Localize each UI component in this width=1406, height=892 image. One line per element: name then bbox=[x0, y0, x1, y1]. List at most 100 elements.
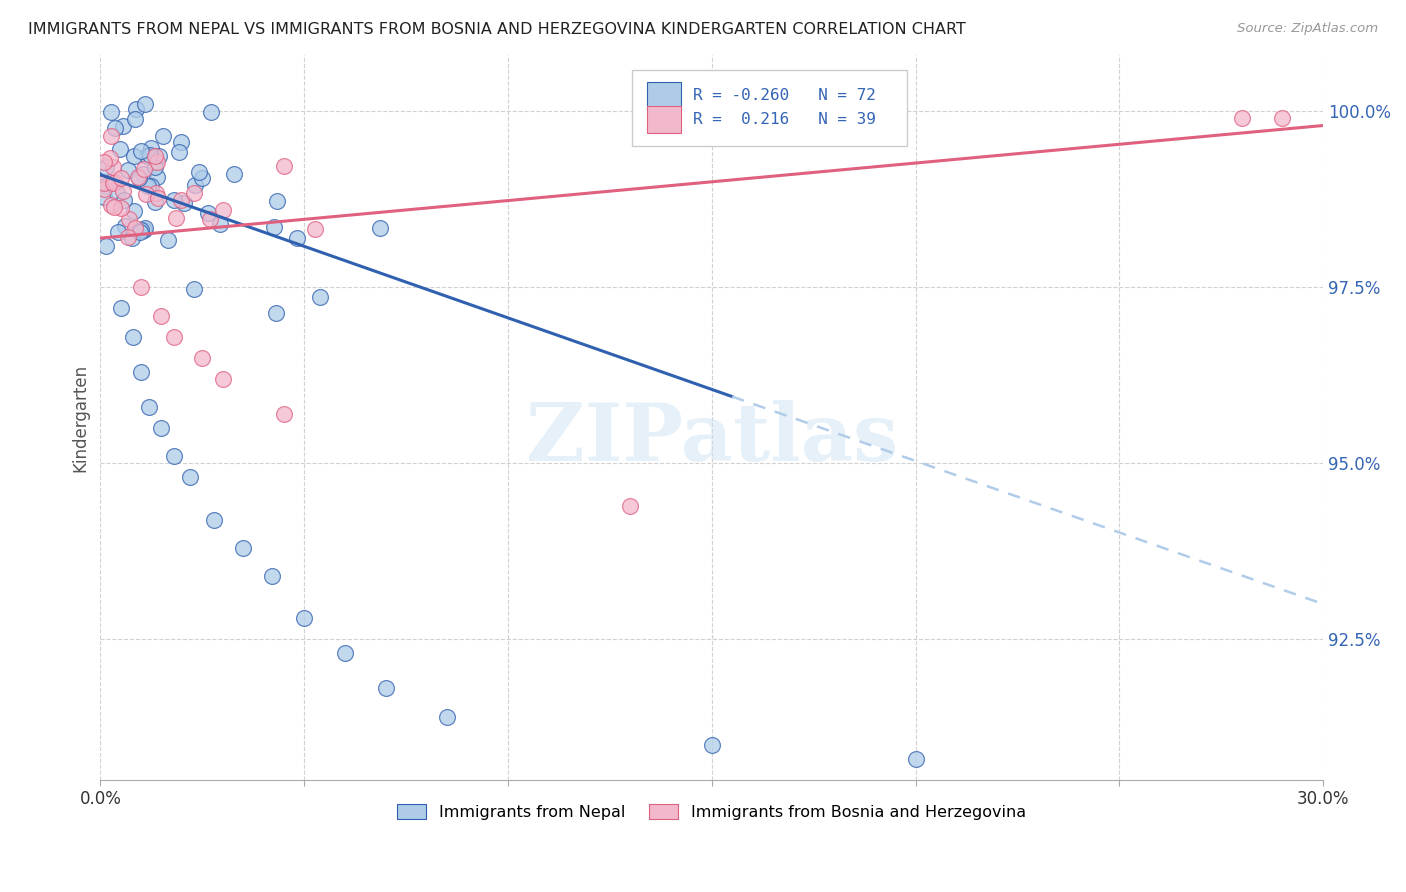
Point bbox=[163, 329, 186, 343]
Point bbox=[124, 102, 146, 116]
Point bbox=[304, 222, 326, 236]
Point bbox=[1230, 112, 1253, 126]
Point bbox=[143, 161, 166, 175]
Point bbox=[173, 196, 195, 211]
Point bbox=[179, 470, 201, 484]
Point bbox=[211, 372, 233, 386]
Point bbox=[114, 219, 136, 233]
Point bbox=[122, 203, 145, 218]
Point bbox=[134, 161, 156, 176]
Point bbox=[619, 499, 641, 513]
Point bbox=[145, 186, 167, 201]
Point bbox=[165, 211, 187, 225]
Point bbox=[100, 198, 122, 212]
Point bbox=[98, 152, 121, 166]
Point bbox=[112, 119, 135, 133]
Point bbox=[110, 201, 132, 215]
Point bbox=[145, 154, 167, 169]
Point bbox=[188, 165, 211, 179]
Point bbox=[129, 144, 152, 158]
Point bbox=[285, 231, 308, 245]
Point bbox=[208, 217, 231, 231]
Point bbox=[94, 239, 117, 253]
Legend: Immigrants from Nepal, Immigrants from Bosnia and Herzegovina: Immigrants from Nepal, Immigrants from B… bbox=[391, 798, 1032, 826]
Point bbox=[134, 220, 156, 235]
Point bbox=[374, 681, 396, 696]
Point bbox=[292, 611, 315, 625]
Point bbox=[101, 176, 124, 190]
Point bbox=[129, 223, 152, 237]
Point bbox=[700, 738, 723, 752]
Point bbox=[93, 155, 115, 169]
Text: Source: ZipAtlas.com: Source: ZipAtlas.com bbox=[1237, 22, 1378, 36]
Point bbox=[129, 365, 152, 379]
Point bbox=[904, 752, 927, 766]
Point bbox=[148, 149, 170, 163]
Point bbox=[94, 179, 117, 194]
Point bbox=[108, 142, 131, 156]
Text: R = -0.260   N = 72: R = -0.260 N = 72 bbox=[693, 88, 876, 103]
Point bbox=[100, 128, 122, 143]
Point bbox=[150, 421, 173, 435]
Point bbox=[110, 170, 132, 185]
Point bbox=[100, 104, 122, 119]
Point bbox=[103, 200, 125, 214]
Point bbox=[232, 541, 254, 555]
Point bbox=[183, 178, 205, 192]
Point bbox=[436, 709, 458, 723]
Point bbox=[104, 121, 127, 136]
Point bbox=[191, 351, 214, 365]
Point bbox=[200, 105, 222, 120]
Point bbox=[183, 186, 205, 201]
Point bbox=[370, 221, 392, 235]
Point bbox=[93, 190, 115, 204]
Point bbox=[107, 225, 129, 239]
Text: IMMIGRANTS FROM NEPAL VS IMMIGRANTS FROM BOSNIA AND HERZEGOVINA KINDERGARTEN COR: IMMIGRANTS FROM NEPAL VS IMMIGRANTS FROM… bbox=[28, 22, 966, 37]
Point bbox=[263, 220, 285, 235]
Text: ZIPatlas: ZIPatlas bbox=[526, 401, 898, 478]
Point bbox=[273, 159, 295, 173]
Point bbox=[156, 233, 179, 247]
Point bbox=[143, 194, 166, 209]
Point bbox=[118, 212, 141, 227]
Point bbox=[112, 193, 135, 207]
Point bbox=[1271, 112, 1294, 126]
Point bbox=[93, 176, 115, 190]
Point bbox=[148, 191, 170, 205]
Point bbox=[273, 407, 295, 421]
Point bbox=[136, 179, 159, 194]
Point bbox=[170, 193, 193, 207]
Point bbox=[105, 186, 128, 200]
Point bbox=[197, 206, 219, 220]
Point bbox=[134, 222, 156, 236]
Point bbox=[170, 135, 193, 149]
Point bbox=[198, 211, 221, 226]
Point bbox=[127, 170, 149, 185]
Point bbox=[260, 569, 283, 583]
Point bbox=[96, 160, 118, 174]
Point bbox=[111, 184, 134, 198]
Bar bbox=[647, 82, 681, 110]
Point bbox=[135, 187, 157, 202]
Bar bbox=[647, 106, 681, 134]
Point bbox=[143, 149, 166, 163]
Point bbox=[167, 145, 190, 159]
Text: R =  0.216   N = 39: R = 0.216 N = 39 bbox=[693, 112, 876, 128]
Point bbox=[135, 148, 157, 162]
Point bbox=[150, 309, 173, 323]
Y-axis label: Kindergarten: Kindergarten bbox=[72, 363, 89, 472]
Point bbox=[138, 400, 160, 414]
Point bbox=[122, 329, 145, 343]
Point bbox=[117, 229, 139, 244]
Point bbox=[146, 169, 169, 184]
Point bbox=[141, 141, 163, 155]
Point bbox=[131, 167, 153, 181]
FancyBboxPatch shape bbox=[633, 70, 907, 145]
Point bbox=[309, 290, 332, 304]
Point bbox=[110, 301, 132, 316]
Point bbox=[101, 160, 124, 174]
Point bbox=[266, 306, 288, 320]
Point bbox=[124, 221, 146, 235]
Point bbox=[104, 175, 127, 189]
Point bbox=[93, 182, 115, 196]
